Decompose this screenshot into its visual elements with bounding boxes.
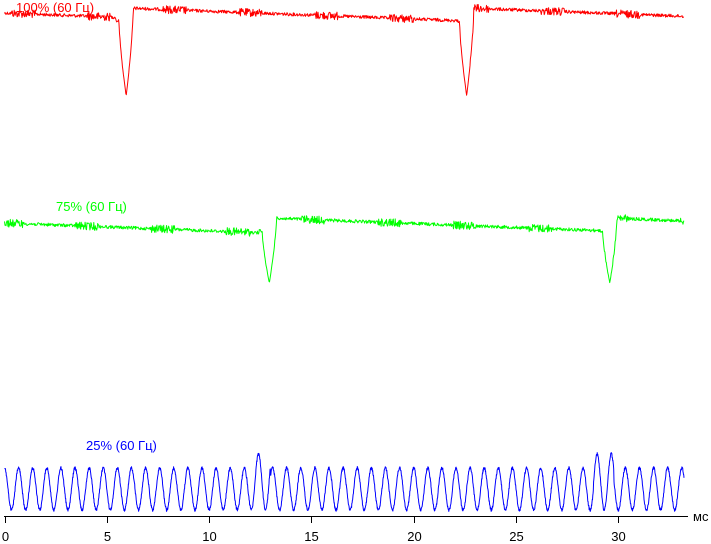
x-tick-label-5: 5: [104, 529, 111, 544]
x-tick-label-15: 15: [304, 529, 318, 544]
x-tick-label-0: 0: [2, 529, 9, 544]
series-layer: [4, 4, 685, 512]
x-tick-label-25: 25: [509, 529, 523, 544]
series-label-75: 75% (60 Гц): [56, 199, 127, 214]
series-line-1: [4, 214, 685, 284]
x-tick-label-10: 10: [202, 529, 216, 544]
x-axis-unit-label: мс: [693, 509, 709, 524]
series-line-2: [4, 452, 685, 512]
x-axis: 0 5 10 15 20 25 30 мс: [2, 509, 709, 544]
x-tick-label-20: 20: [407, 529, 421, 544]
series-label-25: 25% (60 Гц): [86, 438, 157, 453]
x-axis-ticks: 0 5 10 15 20 25 30: [2, 516, 626, 544]
series-line-0: [4, 4, 685, 96]
x-tick-label-30: 30: [611, 529, 625, 544]
